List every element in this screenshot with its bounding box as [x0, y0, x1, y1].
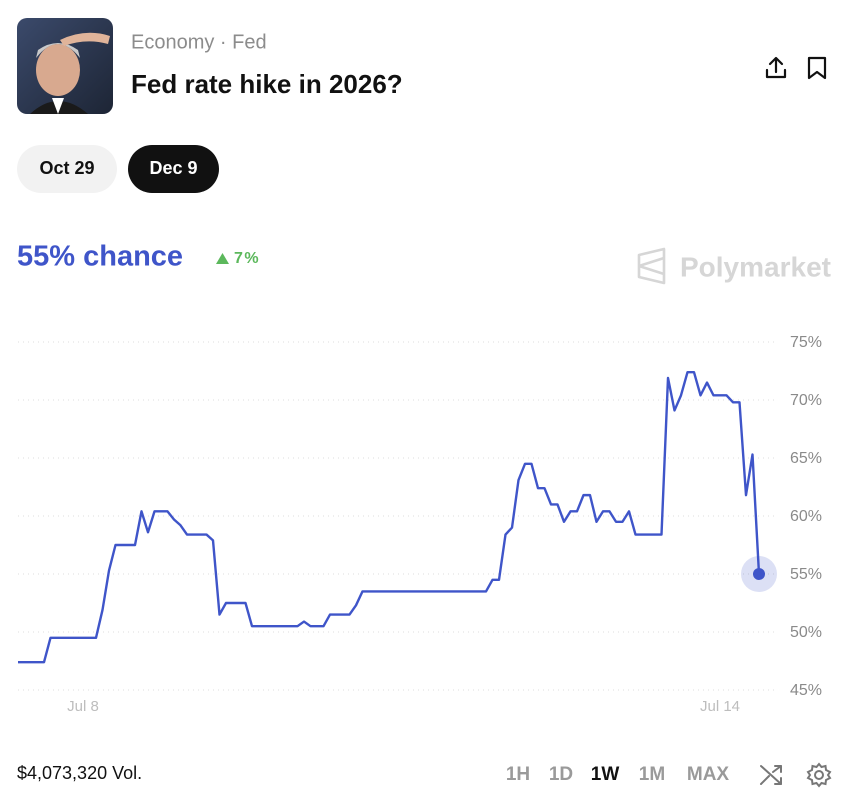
y-tick-label: 75% [790, 334, 822, 351]
range-button[interactable]: 1H [506, 764, 530, 785]
market-image [17, 18, 113, 114]
y-tick-label: 60% [790, 508, 822, 525]
change: 7% [234, 250, 260, 267]
last-point [753, 568, 765, 580]
y-tick-label: 70% [790, 392, 822, 409]
brand-logo [637, 247, 666, 285]
shuffle-button[interactable] [760, 765, 782, 785]
y-tick-label: 55% [790, 566, 822, 583]
market-title: Fed rate hike in 2026? [131, 69, 403, 99]
volume: $4,073,320 Vol. [17, 763, 142, 783]
chart: 45% 50% 55% 60% 65% 70% 75% Jul 8 Jul 14 [18, 334, 822, 715]
range-button[interactable]: 1D [549, 764, 573, 785]
date-tab-bg[interactable] [17, 145, 117, 193]
range-button[interactable]: MAX [687, 764, 730, 785]
date-tab[interactable]: Oct 29 [39, 158, 94, 178]
settings-button[interactable] [806, 762, 832, 788]
price-line [18, 370, 761, 664]
range-button-active[interactable]: 1W [591, 764, 620, 785]
share-button[interactable] [765, 56, 787, 79]
y-tick-label: 45% [790, 682, 822, 699]
x-tick-label: Jul 14 [700, 698, 740, 715]
x-tick-label: Jul 8 [67, 698, 99, 715]
y-tick-label: 65% [790, 450, 822, 467]
brand: Polymarket [680, 251, 831, 282]
bookmark-button[interactable] [807, 56, 827, 80]
up-arrow [216, 253, 229, 264]
range-button[interactable]: 1M [639, 764, 665, 785]
chance: 55% chance [17, 241, 183, 273]
category[interactable]: Economy · Fed [131, 31, 267, 53]
date-tab-active-bg[interactable] [128, 145, 219, 193]
y-tick-label: 50% [790, 624, 822, 641]
date-tab-active[interactable]: Dec 9 [149, 158, 197, 178]
